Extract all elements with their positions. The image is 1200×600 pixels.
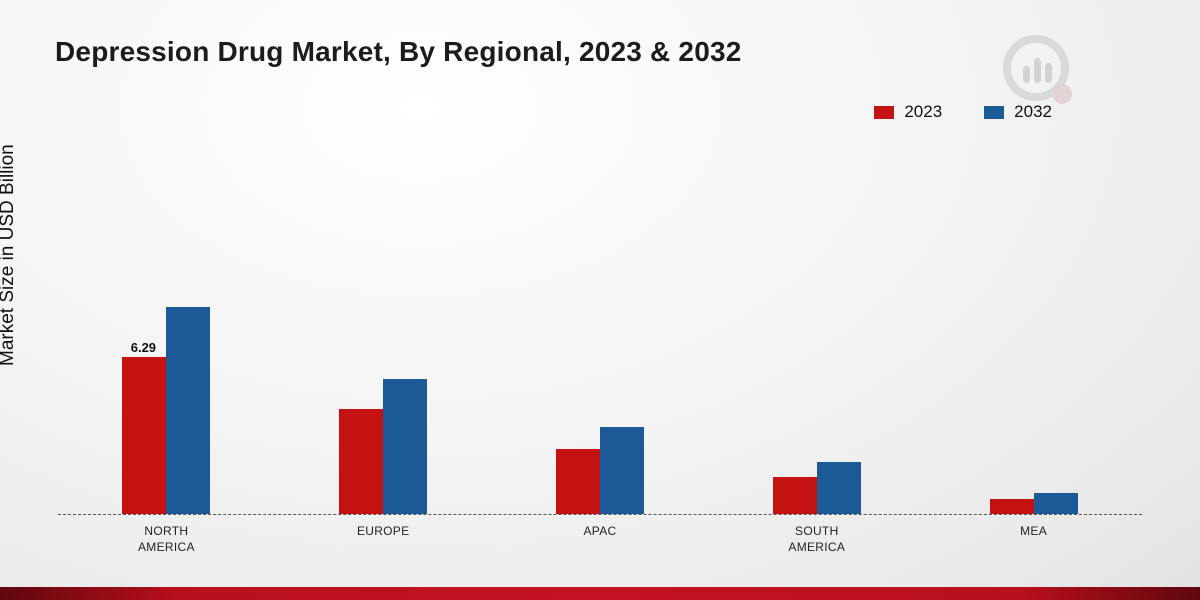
plot-area: 6.29 NORTH AMERICA EUROPE APAC SOUTH AMERICA…: [58, 279, 1142, 554]
bar-pair: [339, 379, 428, 514]
bar-group: EUROPE: [275, 279, 492, 538]
bar-2023: [555, 449, 600, 514]
bar-group: SOUTH AMERICA: [708, 279, 925, 554]
bar-2023: 6.29: [122, 340, 167, 514]
category-label: APAC: [583, 524, 617, 538]
category-label: MEA: [1020, 524, 1048, 538]
bar-pair: [989, 492, 1078, 514]
category-label: NORTH AMERICA: [138, 524, 195, 555]
category-label: SOUTH AMERICA: [788, 524, 846, 555]
bar-2023: [989, 499, 1034, 514]
bar-pair: 6.29: [122, 306, 211, 514]
bar-group: APAC: [492, 279, 709, 538]
legend-item-2023: 2023: [874, 102, 942, 122]
brand-logo-icon: [1003, 35, 1072, 104]
footer-accent-strip: [0, 587, 1200, 600]
bar-2032: [166, 306, 211, 514]
page-title: Depression Drug Market, By Regional, 202…: [55, 36, 742, 67]
chart-legend: 2023 2032: [874, 102, 1052, 122]
y-axis-label: Market Size in USD Billion: [0, 144, 18, 366]
legend-label-2032: 2032: [1014, 102, 1052, 121]
bar-2023: [772, 476, 817, 514]
bar-2032: [599, 426, 644, 514]
legend-item-2032: 2032: [984, 102, 1052, 122]
category-label: EUROPE: [356, 524, 410, 538]
bar-2023: [339, 409, 384, 514]
bar-2032: [1033, 492, 1078, 514]
legend-swatch-2023-icon: [874, 105, 895, 119]
bar-pair: [772, 461, 861, 514]
bar-2032: [816, 461, 861, 514]
legend-label-2023: 2023: [904, 102, 943, 121]
legend-swatch-2032-icon: [984, 105, 1005, 119]
bar-value-label: 6.29: [130, 339, 157, 355]
bar-pair: [555, 426, 644, 514]
bar-group: MEA: [925, 279, 1142, 538]
bar-2032: [383, 379, 428, 514]
bar-group: 6.29 NORTH AMERICA: [58, 279, 275, 554]
